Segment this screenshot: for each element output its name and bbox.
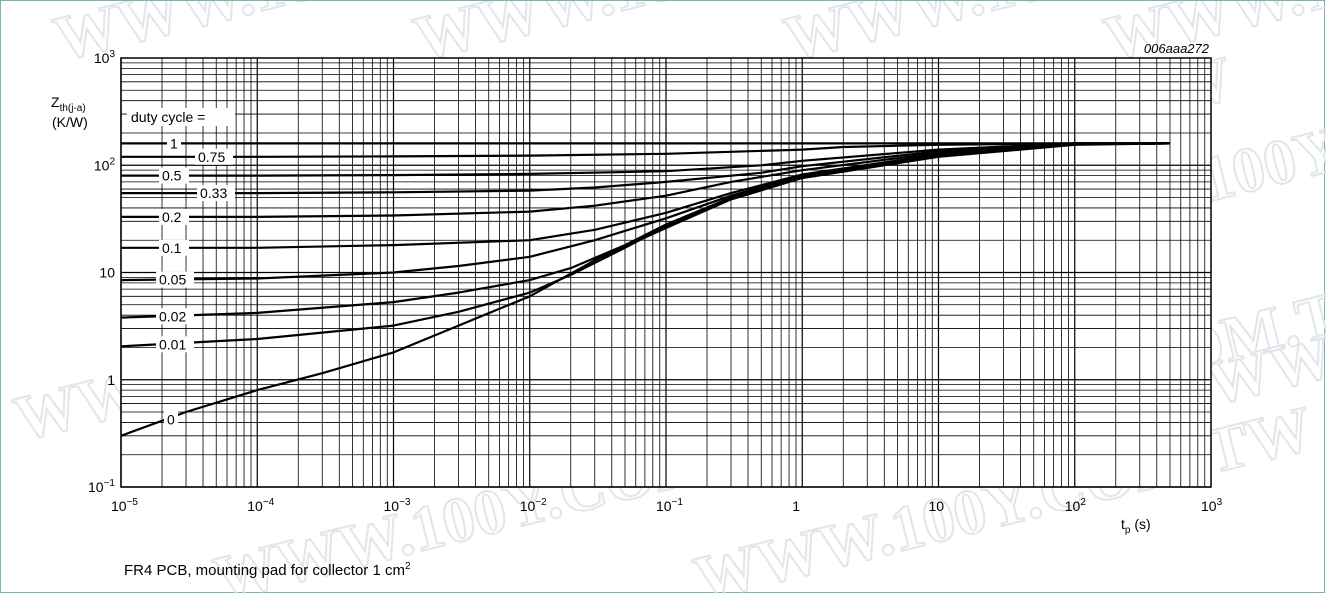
- series-group: [120, 142, 1171, 437]
- curve-label: 0.02: [159, 308, 186, 324]
- series-line: [121, 142, 1170, 195]
- curve-label-background: [159, 239, 189, 256]
- y-axis-unit: (K/W): [52, 114, 88, 130]
- legend-title-background: [127, 108, 235, 126]
- y-tick-label: 10: [99, 265, 115, 281]
- legend-title: duty cycle =: [131, 109, 205, 125]
- x-tick-label: 10−5: [111, 497, 138, 514]
- plot-frame: [120, 57, 1212, 488]
- x-tick-label: 10−3: [384, 497, 411, 514]
- curve-label-background: [156, 308, 194, 325]
- curve-label: 0.75: [198, 149, 225, 165]
- curve-label: 0: [167, 411, 175, 427]
- x-tick-label: 1: [792, 498, 800, 514]
- grid: [120, 58, 1211, 488]
- curve-label: 0.33: [200, 185, 227, 201]
- x-tick-label: 10: [929, 498, 945, 514]
- curve-label: 0.05: [159, 272, 186, 288]
- x-tick-label: 102: [1065, 497, 1087, 514]
- curve-label: 0.1: [162, 240, 182, 256]
- curve-label-background: [197, 185, 235, 202]
- curve-label: 1: [170, 135, 178, 151]
- caption-superscript: 2: [404, 561, 411, 572]
- series-line: [121, 142, 1170, 158]
- curve-label-background: [156, 271, 194, 288]
- curve-label-background: [156, 336, 194, 353]
- curve-label-background: [159, 208, 189, 225]
- curve-label: 0.2: [162, 209, 182, 225]
- curve-label-background: [195, 148, 233, 165]
- y-tick-label: 103: [94, 49, 116, 66]
- series-line: [120, 142, 1171, 437]
- curve-label: 0.01: [159, 336, 186, 352]
- x-tick-label: 10−1: [656, 497, 683, 514]
- chart-caption: FR4 PCB, mounting pad for collector 1 cm…: [124, 561, 411, 579]
- y-tick-label: 102: [94, 156, 116, 173]
- curve-label-background: [164, 411, 178, 428]
- y-axis-label: Zth(j-a): [51, 94, 86, 114]
- figure-id-label: 006aaa272: [1144, 41, 1210, 56]
- y-tick-label: 1: [107, 372, 115, 388]
- x-tick-label: 10−4: [247, 497, 274, 514]
- x-axis-label: tp (s): [1121, 516, 1151, 536]
- x-tick-label: 103: [1201, 497, 1223, 514]
- caption-text: FR4 PCB, mounting pad for collector 1 cm: [124, 562, 405, 579]
- x-tick-label: 10−2: [520, 497, 547, 514]
- curve-label-background: [159, 167, 189, 184]
- curve-label: 0.5: [162, 168, 182, 184]
- y-tick-label: 10−1: [88, 478, 115, 495]
- curve-label-background: [167, 135, 181, 152]
